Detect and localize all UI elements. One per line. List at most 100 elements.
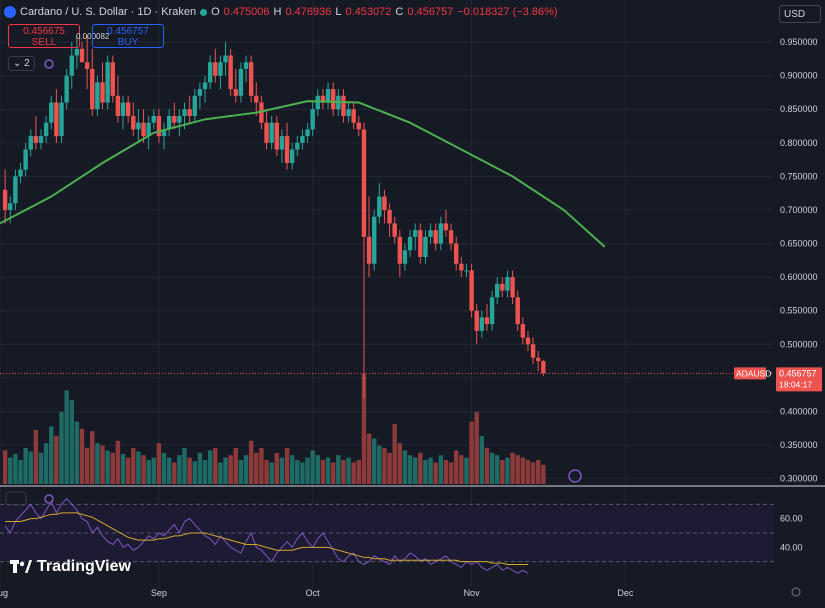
volume-bar xyxy=(69,400,74,484)
candle-body xyxy=(443,223,449,231)
buy-button[interactable]: 0.456757 BUY xyxy=(92,24,164,48)
buy-price: 0.456757 xyxy=(107,26,149,37)
event-flash-icon xyxy=(568,469,582,483)
candle-body xyxy=(218,62,223,76)
volume-bar xyxy=(151,457,156,484)
candle-body xyxy=(412,230,418,237)
last-price-tag-box xyxy=(776,367,822,392)
volume-bar xyxy=(213,448,218,484)
volume-bar xyxy=(146,460,151,484)
rsi-tick-label: 60.00 xyxy=(780,514,803,524)
candle-body xyxy=(156,115,162,137)
volume-bar xyxy=(300,462,305,484)
volume-bar xyxy=(141,455,146,484)
volume-bar xyxy=(23,448,28,484)
volume-bar xyxy=(530,462,536,484)
volume-bar xyxy=(484,448,490,484)
symbol-title[interactable]: Cardano / U. S. Dollar · 1D · Kraken xyxy=(20,6,197,18)
rsi-tick-label: 40.00 xyxy=(780,542,803,552)
volume-bar xyxy=(536,460,541,484)
tradingview-logo[interactable]: TradingView xyxy=(10,558,131,576)
volume-bar xyxy=(382,448,387,484)
candle-body xyxy=(120,102,126,116)
volume-bar xyxy=(90,431,95,484)
volume-bar xyxy=(320,460,326,484)
volume-bar xyxy=(279,457,285,484)
chart-header: Cardano / U. S. Dollar · 1D · Kraken O 0.… xyxy=(4,6,558,18)
volume-bar xyxy=(366,433,372,484)
candle-body xyxy=(284,136,290,163)
symbol-tag: ADAUSD xyxy=(736,368,771,378)
candle-body xyxy=(479,317,485,331)
volume-bar xyxy=(469,421,474,484)
candle-body xyxy=(177,115,182,123)
candle-body xyxy=(310,109,315,130)
buy-label: BUY xyxy=(117,37,139,48)
volume-bar xyxy=(520,457,526,484)
volume-bar xyxy=(223,457,228,484)
candle-body xyxy=(387,209,392,224)
candle-body xyxy=(418,230,423,257)
volume-bar xyxy=(525,460,531,484)
indicators-toggle[interactable]: ⌄ 2 xyxy=(8,56,35,71)
currency-select[interactable]: USD xyxy=(779,5,821,23)
volume-bar xyxy=(177,455,182,484)
candle-body xyxy=(453,243,459,264)
volume-bar xyxy=(305,457,310,484)
volume-bar xyxy=(505,457,510,484)
volume-bar xyxy=(448,462,454,484)
candle-body xyxy=(377,196,382,217)
price-tick-label: 0.500000 xyxy=(780,339,818,349)
volume-bar xyxy=(100,445,105,484)
volume-bar xyxy=(43,443,49,484)
candle-body xyxy=(18,169,23,177)
settings-icon xyxy=(791,587,801,597)
date-tick-label: Dec xyxy=(617,588,634,598)
sell-price: 0.456675 xyxy=(23,26,65,37)
volume-bar xyxy=(125,457,131,484)
volume-bar xyxy=(274,452,279,484)
candle-body xyxy=(407,236,413,251)
candle-body xyxy=(166,115,172,130)
volume-bar xyxy=(428,457,433,484)
chevron-down-icon: ⌄ xyxy=(13,58,22,69)
candle-body xyxy=(330,89,336,110)
volume-bar xyxy=(172,462,177,484)
candle-body xyxy=(69,55,74,76)
candle-body xyxy=(510,277,515,298)
volume-bar xyxy=(136,451,141,484)
sell-button[interactable]: 0.456675 SELL xyxy=(8,24,80,48)
candle-body xyxy=(351,109,356,123)
volume-bar xyxy=(356,460,362,484)
candle-body xyxy=(23,149,28,170)
close-value: 0.456757 xyxy=(407,6,454,18)
volume-bar xyxy=(315,455,321,484)
volume-bar xyxy=(197,452,203,484)
candle-body xyxy=(515,297,520,325)
price-tick-label: 0.650000 xyxy=(780,239,818,249)
candle-body xyxy=(228,55,233,90)
volume-bar xyxy=(105,450,110,484)
volume-bar xyxy=(207,450,213,484)
date-tick-label: Nov xyxy=(464,588,481,598)
price-axis-background xyxy=(774,0,825,603)
candle-body xyxy=(325,89,331,103)
volume-bar xyxy=(336,455,341,484)
volume-bar xyxy=(392,424,397,484)
volume-bar xyxy=(54,436,59,484)
volume-bar xyxy=(228,455,233,484)
candle-body xyxy=(136,122,141,130)
candle-body xyxy=(289,149,295,163)
rsi-line xyxy=(4,497,529,574)
candle-body xyxy=(279,136,285,150)
tradingview-mark-icon xyxy=(10,560,32,573)
candle-body xyxy=(402,250,408,264)
candle-body xyxy=(269,122,274,143)
date-tick-label: Aug xyxy=(0,588,8,598)
candle-body xyxy=(433,230,438,244)
high-label: H xyxy=(273,6,282,18)
volume-bar xyxy=(418,452,423,484)
